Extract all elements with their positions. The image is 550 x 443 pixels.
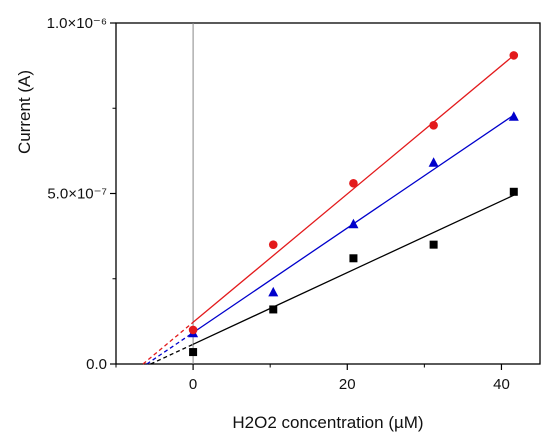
point-circle-4: [509, 51, 519, 60]
axis-ticks: [110, 22, 503, 370]
point-square-1: [269, 305, 278, 314]
x-axis-title: H2O2 concentration (µM): [232, 413, 423, 432]
point-triangle-2: [348, 218, 359, 229]
point-circle-3: [429, 121, 438, 130]
point-triangle-1: [268, 286, 279, 297]
point-triangle-4: [508, 111, 519, 121]
point-square-3: [429, 240, 438, 249]
x-tick-label-1: 20: [339, 376, 356, 393]
fit-extrapolation-2: [142, 321, 194, 365]
plot-area-frame: [115, 22, 541, 365]
fit-extrapolation-1: [146, 332, 194, 365]
point-triangle-3: [428, 157, 439, 167]
fit-extrapolation-0: [150, 343, 194, 365]
fit-line-2: [192, 54, 515, 323]
point-circle-2: [349, 178, 358, 188]
point-square-0: [189, 348, 198, 357]
x-tick-label-0: 0: [189, 376, 197, 393]
fit-lines: [142, 54, 515, 365]
data-points: [188, 51, 519, 357]
fit-line-0: [192, 194, 515, 345]
y-tick-label-1: 5.0×10⁻⁷: [47, 186, 107, 203]
point-square-2: [349, 254, 358, 263]
x-tick-label-2: 40: [493, 376, 510, 393]
point-square-4: [509, 187, 518, 196]
y-axis-title: Current (A): [15, 70, 34, 154]
y-tick-label-0: 0.0: [86, 356, 107, 373]
point-circle-1: [268, 240, 278, 249]
point-circle-0: [188, 325, 198, 335]
y-tick-label-2: 1.0×10⁻⁶: [47, 15, 107, 32]
